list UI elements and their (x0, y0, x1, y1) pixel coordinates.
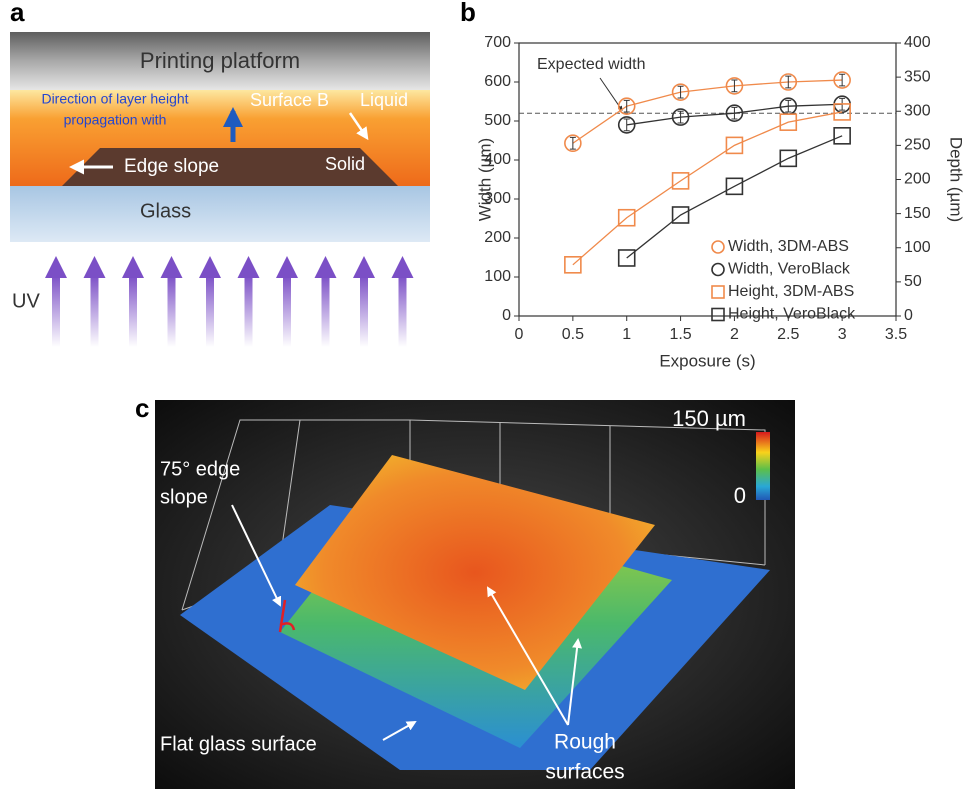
figure: a b c Printing platform Direction of lay… (0, 0, 969, 789)
x-axis-title: Exposure (s) (659, 351, 755, 370)
y-tick-label: 200 (484, 229, 511, 246)
uv-shaft (322, 275, 330, 347)
x-tick-label: 1 (622, 326, 631, 343)
uv-head (161, 256, 183, 278)
uv-head (392, 256, 414, 278)
legend-marker (712, 264, 724, 276)
x-tick-label: 2 (730, 326, 739, 343)
colorbar-label: 0 (734, 483, 746, 508)
label: Printing platform (140, 48, 300, 73)
uv-shaft (52, 275, 60, 347)
legend-label: Width, VeroBlack (728, 261, 851, 278)
y2-tick-label: 400 (904, 34, 931, 51)
y-tick-label: 600 (484, 73, 511, 90)
uv-shaft (206, 275, 214, 347)
uv-shaft (168, 275, 176, 347)
panel-label: c (135, 393, 149, 423)
label: Glass (140, 200, 191, 222)
label: surfaces (545, 761, 624, 784)
label: Direction of layer height (41, 91, 188, 107)
uv-shaft (399, 275, 407, 347)
y-tick-label: 100 (484, 268, 511, 285)
fit-line (573, 80, 842, 143)
page: a b c Printing platform Direction of lay… (0, 0, 969, 789)
x-tick-label: 0.5 (562, 326, 584, 343)
colorbar-label: 150 µm (672, 406, 746, 431)
panel-label: b (460, 0, 476, 27)
uv-arrows (45, 256, 414, 347)
label: slope (160, 486, 208, 508)
uv-head (84, 256, 106, 278)
reference-label: Expected width (537, 56, 646, 73)
error-bar (570, 137, 576, 149)
panel-b: 0 0.5 1 1.5 2 2.5 3 3.5 0 100 200 300 400 500 600 700 0 5… (475, 34, 965, 370)
uv-head (238, 256, 260, 278)
uv-head (353, 256, 375, 278)
y2-tick-label: 0 (904, 307, 913, 324)
y2-axis-title: Depth (µm) (947, 137, 966, 222)
colorbar (756, 432, 770, 500)
y2-tick-label: 250 (904, 137, 931, 154)
y-tick-label: 700 (484, 34, 511, 51)
y2-tick-label: 350 (904, 68, 931, 85)
y2-tick-label: 150 (904, 205, 931, 222)
uv-shaft (91, 275, 99, 347)
legend-marker (712, 309, 724, 321)
y-axis-title: Width (µm) (475, 138, 494, 221)
label: Surface B (250, 90, 329, 110)
x-tick-label: 1.5 (669, 326, 691, 343)
panel-a: Printing platform Direction of layer hei… (10, 32, 430, 347)
label: Edge slope (124, 156, 219, 177)
uv-head (315, 256, 337, 278)
y2-tick-label: 50 (904, 273, 922, 290)
label: propagation with (64, 112, 167, 128)
x-tick-label: 3.5 (885, 326, 907, 343)
uv-shaft (283, 275, 291, 347)
uv-shaft (129, 275, 137, 347)
legend-label: Height, VeroBlack (728, 306, 856, 323)
x-tick-label: 2.5 (777, 326, 799, 343)
label: UV (12, 290, 40, 312)
label: Solid (325, 154, 365, 174)
uv-head (122, 256, 144, 278)
label: Liquid (360, 90, 408, 110)
x-tick-label: 0 (515, 326, 524, 343)
panel-label: a (10, 0, 25, 27)
label: Rough (554, 731, 616, 754)
legend-label: Height, 3DM-ABS (728, 283, 854, 300)
y2-tick-label: 200 (904, 171, 931, 188)
legend-marker (712, 286, 724, 298)
legend-label: Width, 3DM-ABS (728, 238, 849, 255)
uv-head (45, 256, 67, 278)
y2-tick-label: 300 (904, 102, 931, 119)
uv-head (199, 256, 221, 278)
uv-head (276, 256, 298, 278)
label: Flat glass surface (160, 733, 317, 755)
y2-tick-label: 100 (904, 239, 931, 256)
glass (10, 186, 430, 242)
legend-marker (712, 241, 724, 253)
y-tick-label: 500 (484, 112, 511, 129)
panel-c: 150 µm 0 75° edge slope Flat glass surfa… (155, 400, 795, 789)
x-tick-label: 3 (838, 326, 847, 343)
uv-shaft (360, 275, 368, 347)
label: 75° edge (160, 458, 240, 480)
y-tick-label: 0 (502, 307, 511, 324)
uv-shaft (245, 275, 253, 347)
